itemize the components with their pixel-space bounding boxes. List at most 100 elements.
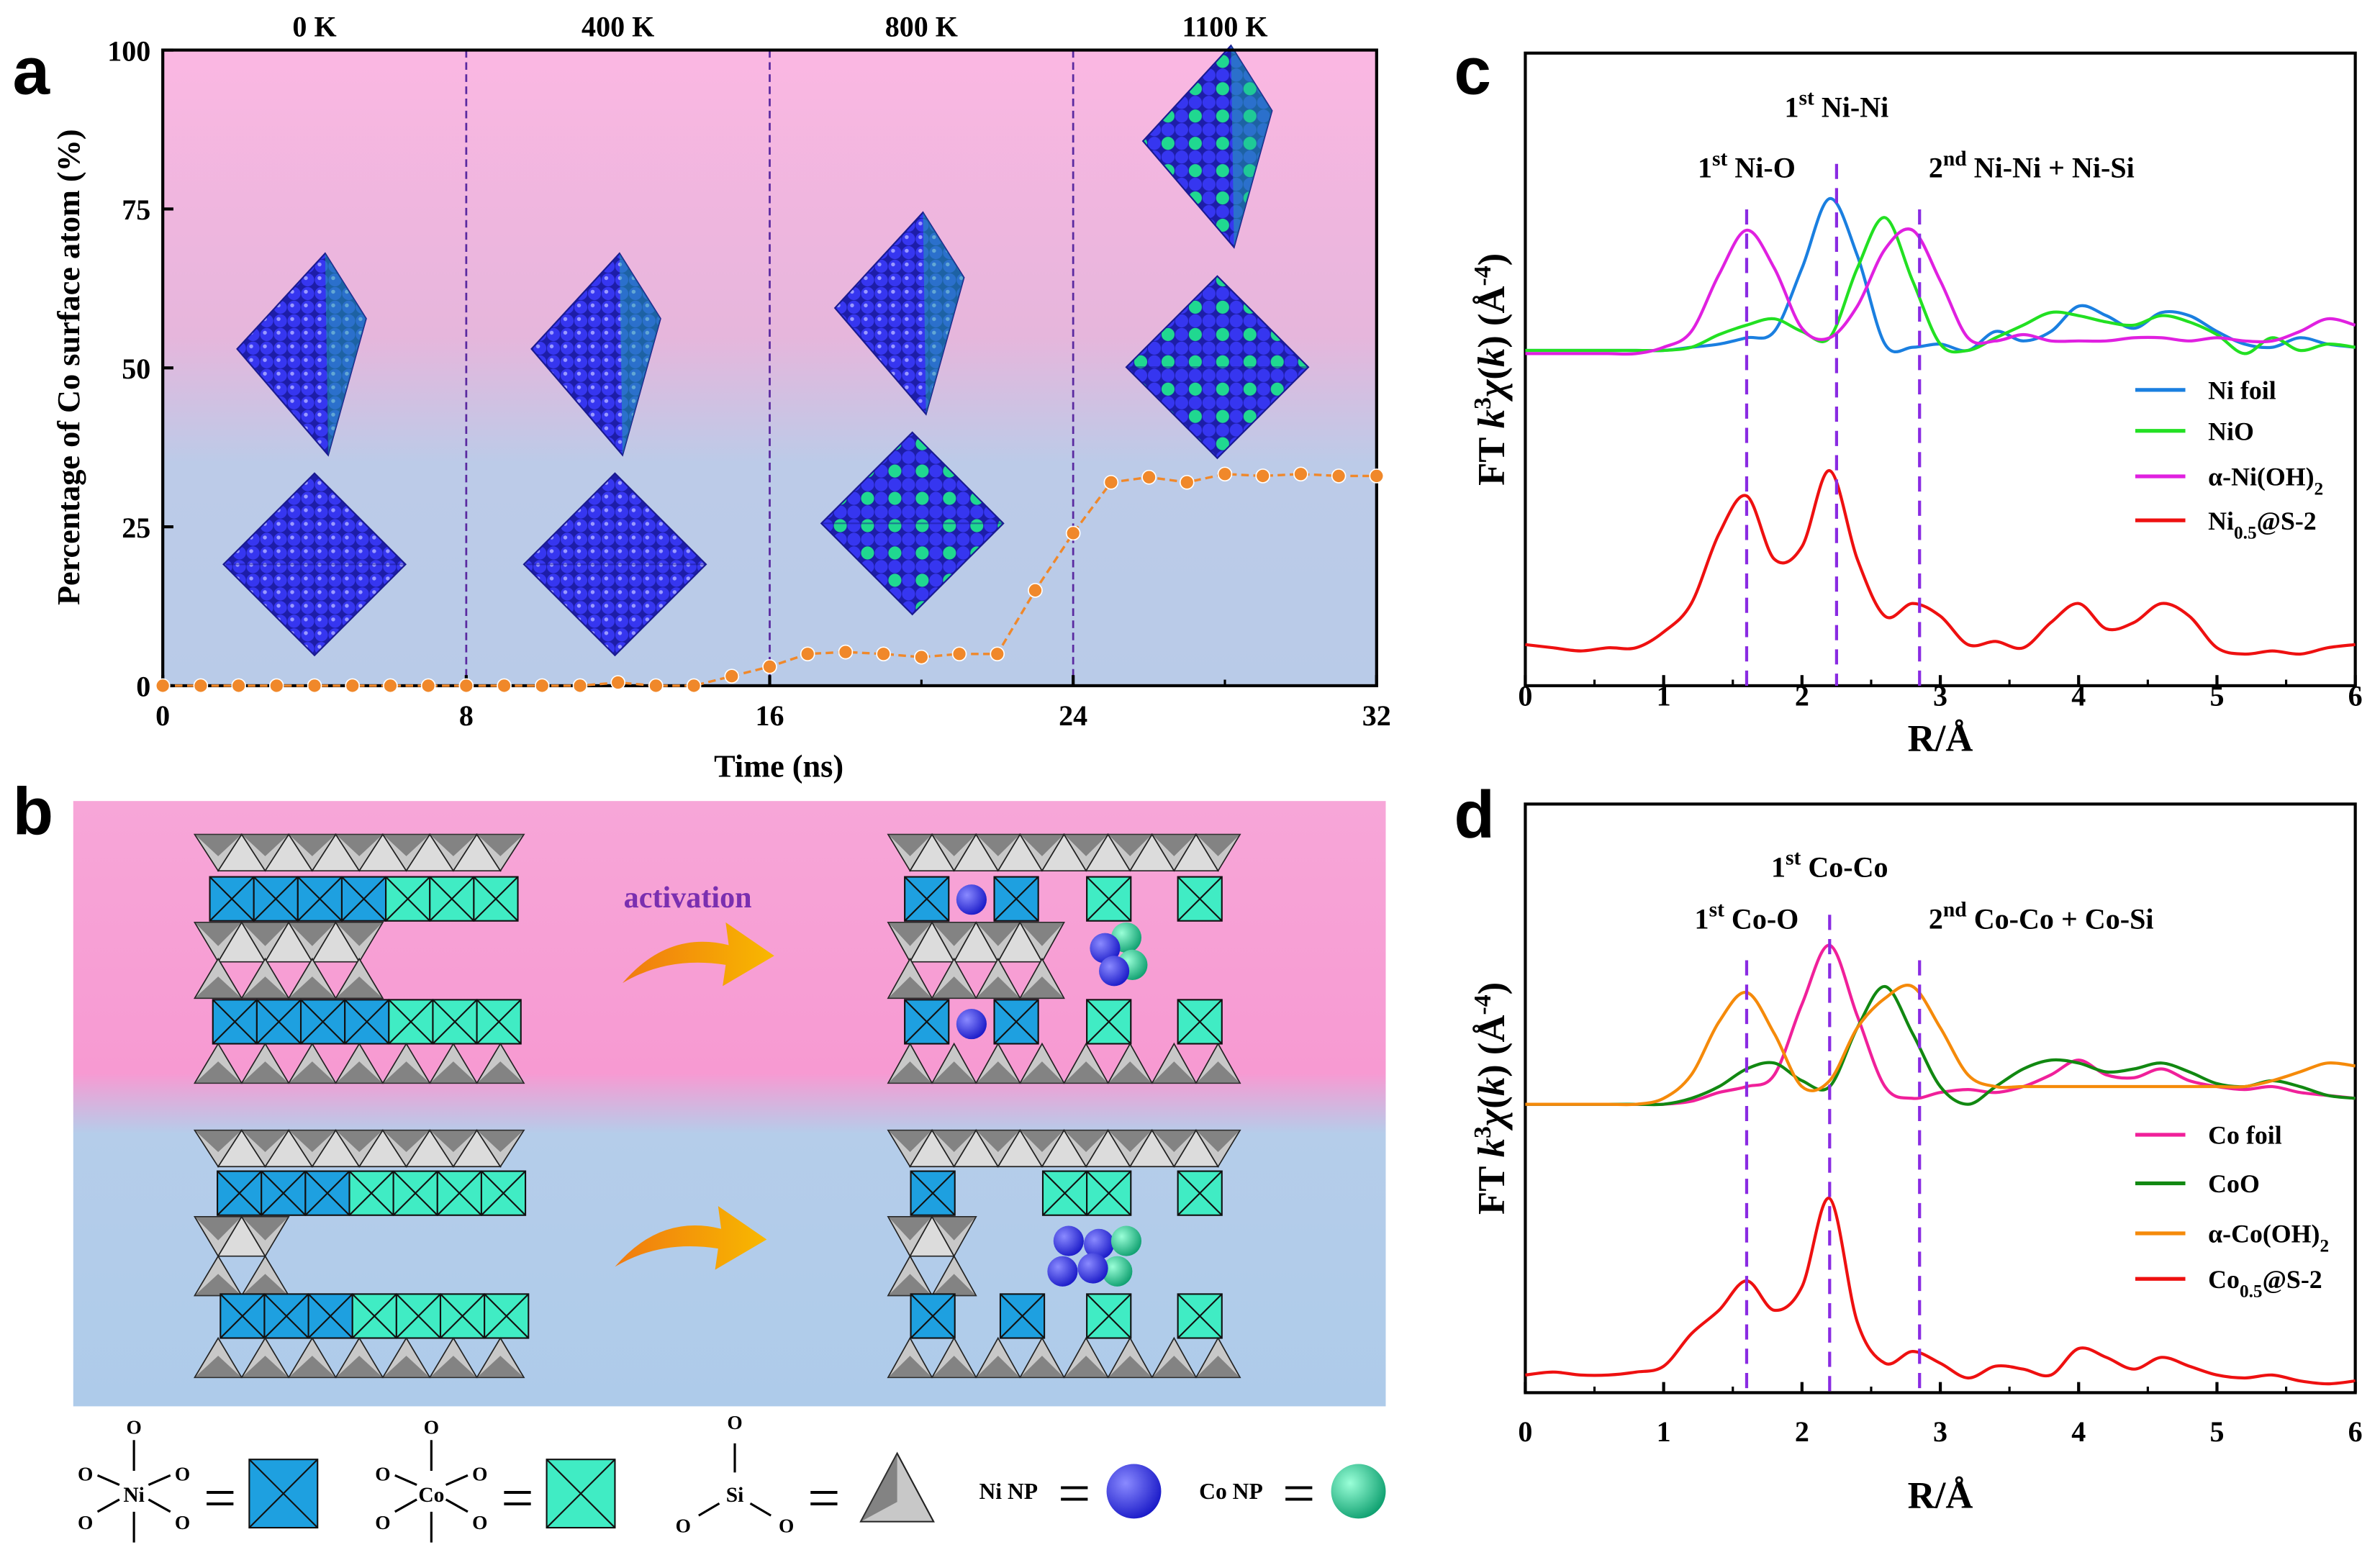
temperature-label: 0 K [292, 11, 336, 43]
oxygen-label: O [472, 1512, 487, 1533]
x-tick-label: 0 [1518, 679, 1532, 712]
block-cross [392, 1170, 438, 1216]
tetrahedron-shade [289, 922, 336, 946]
co-nanoparticle [1110, 1225, 1142, 1256]
ni-nanoparticle [1047, 1256, 1078, 1287]
data-point [420, 678, 436, 694]
block-cross [388, 999, 434, 1045]
tetrahedron-shade [932, 1356, 977, 1378]
tetrahedron-shade [382, 1356, 430, 1378]
tetrahedron-shade [887, 1356, 933, 1378]
block-cross [1086, 1170, 1132, 1216]
x-tick-label: 1 [1657, 679, 1671, 712]
legend-entry: Co foil [2208, 1121, 2282, 1150]
block-cross [440, 1293, 485, 1339]
bond [749, 1502, 772, 1517]
equals-sign: = [204, 1466, 236, 1530]
peak-annotation: 2nd Ni-Ni + Ni-Si [1929, 148, 2135, 184]
data-point [345, 678, 361, 694]
data-point [914, 649, 929, 665]
block-cross [993, 876, 1039, 922]
tetrahedron-shade [382, 1061, 430, 1084]
x-tick-label: 4 [2071, 1415, 2086, 1448]
oxygen-label: O [424, 1553, 439, 1555]
tetrahedron-shade [289, 1061, 336, 1084]
block-cross [546, 1459, 616, 1528]
data-point [800, 646, 815, 662]
tetrahedron-shade [241, 1061, 289, 1084]
panel-b-schematic: activation Ni O O O O O O = Co O O O O O O = Si O O O = Ni NP… [73, 801, 1386, 1555]
ni-nanoparticle [1090, 933, 1121, 964]
equals-sign: = [1058, 1462, 1090, 1525]
block-cross [993, 999, 1039, 1045]
data-point [1369, 468, 1385, 484]
tetrahedron-shade [1020, 834, 1064, 856]
block-cross [341, 876, 386, 922]
tetrahedron-shade [1108, 1356, 1152, 1378]
oxygen-label: O [424, 1416, 439, 1438]
tetrahedron-shade [241, 1216, 289, 1241]
block-cross [348, 1170, 394, 1216]
tetrahedron-shade [887, 1061, 933, 1084]
bond [148, 1498, 171, 1513]
block-cross [484, 1293, 530, 1339]
ylabel-prefix: FT [1471, 428, 1513, 486]
bond [96, 1474, 120, 1487]
activation-arrow [615, 1206, 767, 1270]
tetrahedron-shade [241, 1274, 289, 1296]
tetrahedron-shade [1195, 1061, 1241, 1084]
co-np-label: Co NP [1199, 1479, 1263, 1504]
ylabel-k: k [1471, 1138, 1513, 1157]
ni-nanoparticle [956, 884, 987, 915]
tetrahedron-shade [430, 1356, 477, 1378]
data-point [724, 668, 740, 684]
block-cross [217, 1170, 262, 1216]
tetrahedron-shade [335, 1356, 383, 1378]
tetrahedron-shade [1020, 976, 1064, 999]
panel-label-a: a [12, 34, 50, 109]
data-point [1103, 474, 1119, 490]
annotation-superscript: st [1712, 148, 1727, 171]
tetrahedron-shade [382, 1130, 430, 1153]
x-tick-label: 3 [1933, 679, 1947, 712]
x-tick-label: 5 [2209, 1415, 2224, 1448]
activation-label: activation [624, 881, 752, 915]
tetrahedron-shade [1108, 1061, 1152, 1084]
tetrahedron-shade [194, 1356, 242, 1378]
data-point [383, 678, 398, 694]
block-cross [385, 876, 430, 922]
y-tick-label: 25 [122, 512, 150, 544]
tetrahedron-shade [1151, 1061, 1196, 1084]
x-tick-label: 0 [1518, 1415, 1532, 1448]
legend-subscript: 2 [2320, 1236, 2329, 1256]
bond [445, 1474, 469, 1487]
data-point [951, 646, 967, 662]
x-tick-label: 5 [2209, 679, 2224, 712]
block-cross [429, 876, 475, 922]
tetrahedron-shade [194, 1216, 242, 1241]
ylabel-open: ( [1471, 1096, 1513, 1109]
tetrahedron-shade [335, 834, 383, 856]
legend-entry: CoO [2208, 1169, 2260, 1198]
tetrahedron-shade [1195, 834, 1241, 856]
block-cross [220, 1293, 266, 1339]
tetrahedron-shade [887, 1216, 933, 1241]
tetrahedron-shade [289, 1130, 336, 1153]
block-cross [297, 876, 343, 922]
tetrahedron-shade [335, 1130, 383, 1153]
x-tick-label: 0 [155, 699, 170, 732]
oxygen-label: O [175, 1512, 190, 1533]
legend-subscript: 0.5 [2234, 522, 2257, 543]
plot-frame [1524, 51, 2357, 688]
tetrahedron-shade [194, 1274, 242, 1296]
particle-facet [619, 253, 661, 455]
block-cross [1177, 1293, 1223, 1339]
series-line-2 [1525, 216, 2356, 355]
ylabel-open: ( [1471, 367, 1513, 380]
tetrahedron-shade [241, 1356, 289, 1378]
tetrahedron-shade [932, 1274, 977, 1296]
ylabel-end: ) [1471, 982, 1513, 995]
data-point [648, 678, 664, 694]
annotation-superscript: st [1799, 86, 1814, 109]
